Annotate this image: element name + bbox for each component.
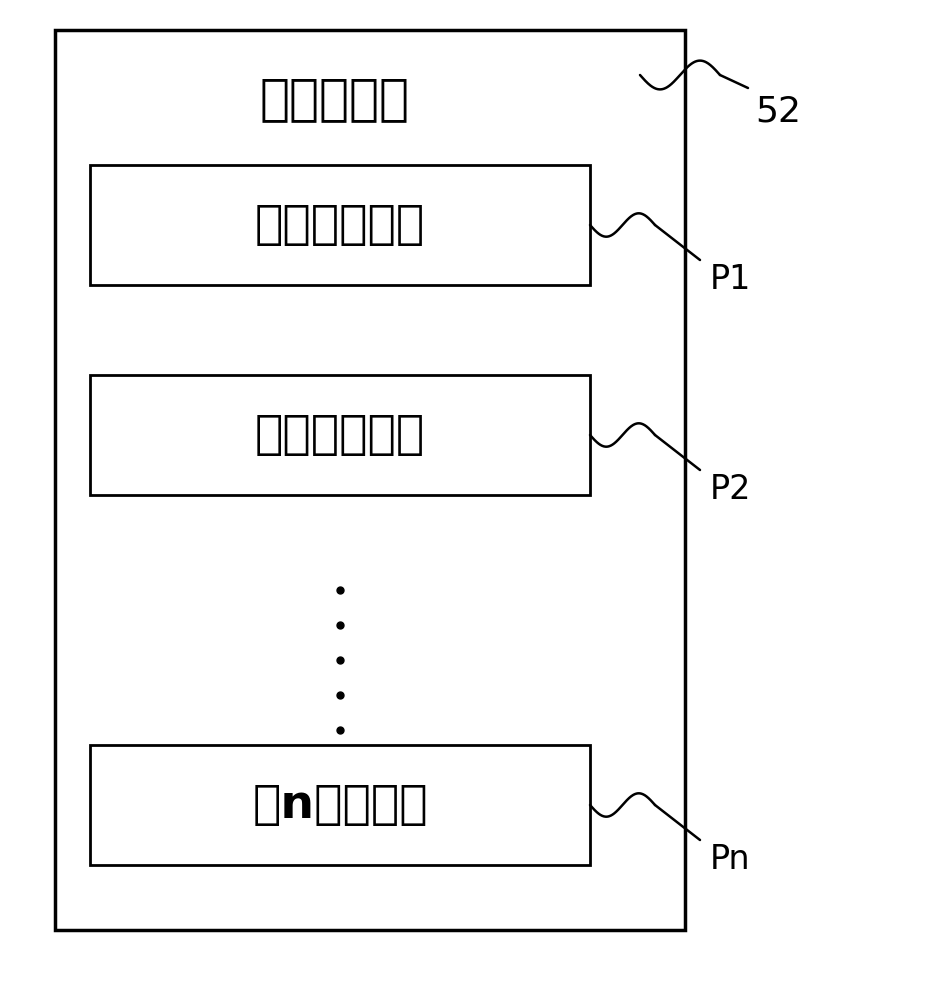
Text: 52: 52 (755, 95, 801, 129)
Text: 第一通信协议: 第一通信协议 (255, 202, 426, 247)
Bar (90, 745, 590, 865)
Text: 第二通信协议: 第二通信协议 (255, 412, 426, 458)
Text: Pn: Pn (710, 843, 750, 876)
Text: P1: P1 (710, 263, 751, 296)
Text: P2: P2 (710, 473, 751, 506)
Text: 第n通信协议: 第n通信协议 (253, 782, 427, 828)
Bar (90, 165, 590, 285)
Bar (90, 375, 590, 495)
Text: 控制电路板: 控制电路板 (260, 75, 410, 123)
Bar (55, 30, 685, 930)
